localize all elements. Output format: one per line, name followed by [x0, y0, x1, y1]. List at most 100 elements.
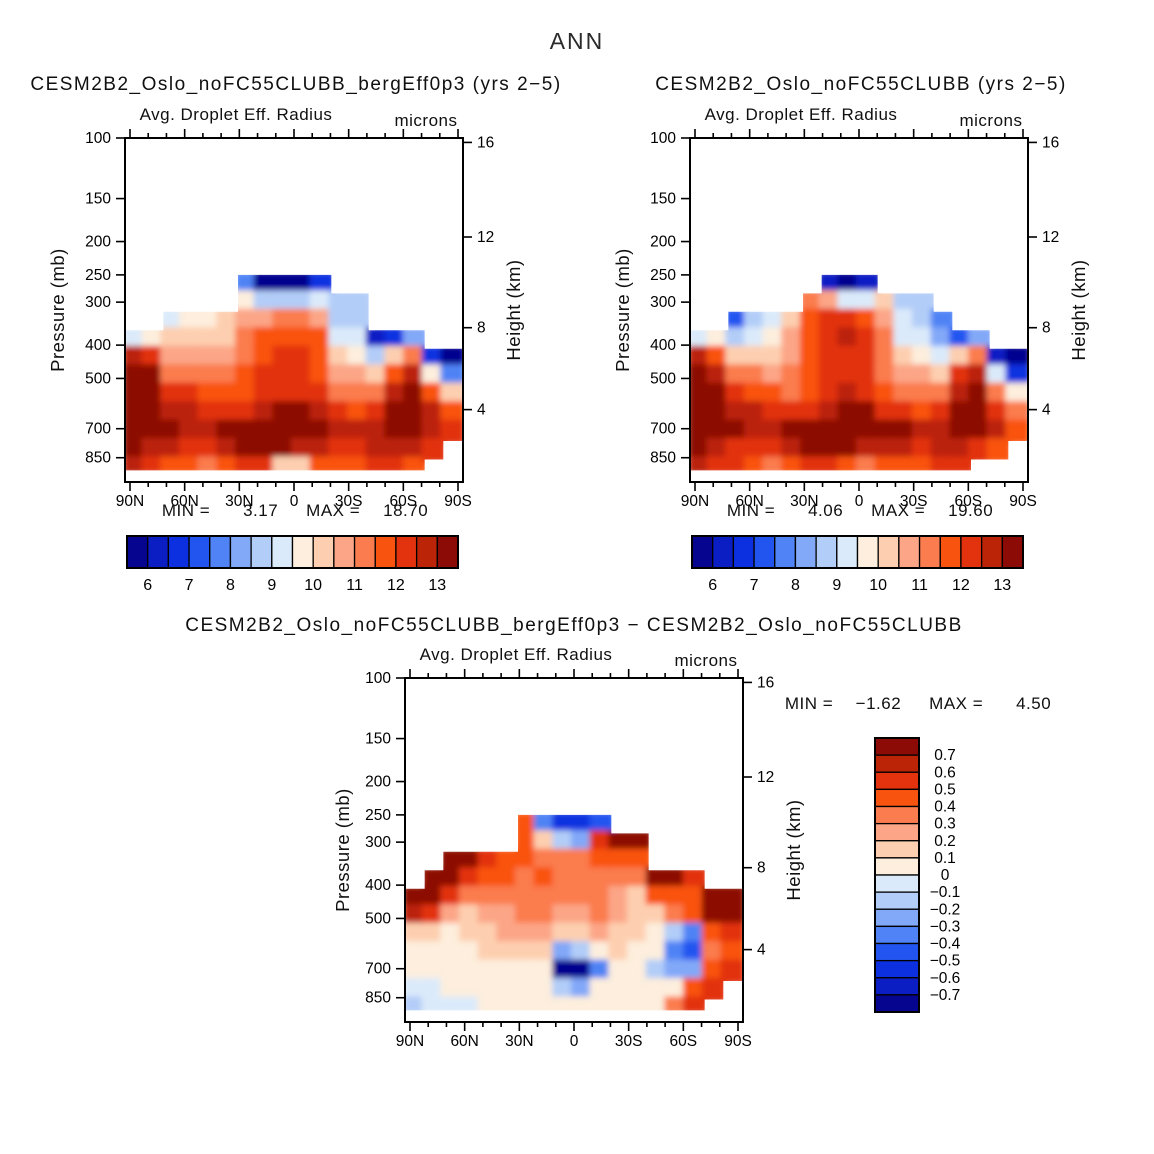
svg-text:30S: 30S: [900, 493, 928, 510]
svg-text:8: 8: [1042, 320, 1051, 337]
svg-text:250: 250: [650, 267, 676, 284]
svg-text:60N: 60N: [450, 1033, 478, 1050]
svg-text:0.2: 0.2: [934, 833, 956, 850]
panel-diff-title: CESM2B2_Oslo_noFC55CLUBB_bergEff0p3 − CE…: [185, 615, 963, 636]
svg-text:11: 11: [911, 577, 928, 594]
contour-field: [406, 814, 742, 1011]
max-value: 4.50: [1016, 694, 1052, 713]
svg-text:90N: 90N: [681, 493, 709, 510]
axis-ticks: [116, 129, 472, 491]
svg-text:100: 100: [365, 670, 391, 687]
min-value: −1.62: [855, 694, 902, 713]
tick-labels: 90N 60N 30N 0 30S 60S 90S 100 150 200 250 300 400 500…: [85, 130, 494, 510]
svg-text:850: 850: [85, 450, 111, 467]
svg-text:500: 500: [85, 370, 111, 387]
svg-text:−0.5: −0.5: [930, 953, 961, 970]
svg-text:−0.4: −0.4: [930, 936, 961, 953]
panel-right-subtitle: Avg. Droplet Eff. Radius: [704, 105, 898, 124]
svg-text:0: 0: [855, 493, 864, 510]
svg-text:0: 0: [570, 1033, 579, 1050]
svg-text:−0.3: −0.3: [930, 918, 961, 935]
svg-text:850: 850: [650, 450, 676, 467]
svg-text:250: 250: [85, 267, 111, 284]
svg-text:150: 150: [365, 731, 391, 748]
panel-right-plot: 90N 60N 30N 0 30S 60S 90S 100 150 200 250 300 400 500…: [650, 129, 1059, 510]
panel-right-stats: MIN = 4.06 MAX = 19.60: [679, 501, 1041, 521]
svg-text:−0.7: −0.7: [930, 987, 961, 1004]
svg-text:300: 300: [650, 294, 676, 311]
svg-text:90S: 90S: [724, 1033, 752, 1050]
page-title: ANN: [549, 28, 605, 54]
svg-text:700: 700: [85, 421, 111, 438]
svg-text:8: 8: [477, 320, 486, 337]
svg-text:8: 8: [226, 577, 235, 594]
svg-text:10: 10: [869, 577, 887, 594]
svg-text:4: 4: [1042, 402, 1051, 419]
contour-field: [691, 274, 1027, 471]
svg-text:500: 500: [365, 910, 391, 927]
svg-text:0.4: 0.4: [934, 799, 956, 816]
svg-text:150: 150: [85, 191, 111, 208]
svg-text:60N: 60N: [170, 493, 198, 510]
svg-text:400: 400: [650, 337, 676, 354]
svg-text:9: 9: [832, 577, 841, 594]
panel-diff-units-label: microns: [674, 651, 738, 670]
svg-text:13: 13: [993, 577, 1011, 594]
panel-left-units-label: microns: [394, 111, 458, 130]
svg-text:30N: 30N: [505, 1033, 533, 1050]
svg-text:16: 16: [477, 134, 494, 151]
tick-labels: 90N 60N 30N 0 30S 60S 90S 100 150 200 250 300 400 500…: [650, 130, 1059, 510]
svg-text:0.3: 0.3: [934, 816, 956, 833]
panel-left-plot: 90N 60N 30N 0 30S 60S 90S 100 150 200 250 300 400 500…: [85, 129, 494, 510]
contour-field: [126, 274, 462, 471]
svg-text:90N: 90N: [396, 1033, 424, 1050]
colorbar-cells: [691, 535, 1024, 569]
svg-text:90S: 90S: [444, 493, 472, 510]
svg-text:250: 250: [365, 807, 391, 824]
min-value: 3.17: [243, 501, 279, 520]
svg-text:11: 11: [346, 577, 363, 594]
min-label: MIN =: [726, 501, 776, 520]
svg-text:400: 400: [365, 877, 391, 894]
svg-text:8: 8: [757, 860, 766, 877]
colorbar-labels: 6 7 8 9 10 11 12 13: [143, 577, 446, 594]
svg-text:6: 6: [143, 577, 152, 594]
colorbar-cells: [874, 737, 920, 1013]
colorbar-labels: 6 7 8 9 10 11 12 13: [708, 577, 1011, 594]
svg-text:60N: 60N: [735, 493, 763, 510]
svg-text:−0.6: −0.6: [930, 970, 961, 987]
max-value: 19.60: [948, 501, 994, 520]
axis-ticks: [396, 669, 752, 1031]
panel-diff-plot: 90N 60N 30N 0 30S 60S 90S 100 150 200 250 300 400 500…: [365, 669, 961, 1050]
svg-text:200: 200: [365, 774, 391, 791]
panel-right-units-label: microns: [959, 111, 1023, 130]
panel-left-colorbar: 6 7 8 9 10 11 12 13: [126, 535, 459, 594]
tick-labels: 90N 60N 30N 0 30S 60S 90S 100 150 200 250 300 400 500…: [365, 670, 774, 1050]
panel-left-stats: MIN = 3.17 MAX = 18.70: [114, 501, 476, 521]
svg-text:150: 150: [650, 191, 676, 208]
svg-text:16: 16: [1042, 134, 1059, 151]
svg-text:850: 850: [365, 990, 391, 1007]
svg-text:90S: 90S: [1009, 493, 1037, 510]
svg-text:6: 6: [708, 577, 717, 594]
panel-diff-subtitle: Avg. Droplet Eff. Radius: [419, 645, 613, 664]
svg-text:30N: 30N: [790, 493, 818, 510]
max-label: MAX =: [929, 694, 984, 713]
svg-text:400: 400: [85, 337, 111, 354]
svg-text:0.5: 0.5: [934, 781, 956, 798]
max-label: MAX =: [871, 501, 926, 520]
svg-text:60S: 60S: [670, 1033, 698, 1050]
svg-text:200: 200: [650, 234, 676, 251]
panel-left-subtitle: Avg. Droplet Eff. Radius: [139, 105, 333, 124]
svg-text:500: 500: [650, 370, 676, 387]
svg-text:12: 12: [952, 577, 970, 594]
min-value: 4.06: [808, 501, 844, 520]
svg-text:100: 100: [85, 130, 111, 147]
min-label: MIN =: [784, 694, 834, 713]
panel-left-title: CESM2B2_Oslo_noFC55CLUBB_bergEff0p3 (yrs…: [30, 74, 562, 95]
svg-text:9: 9: [267, 577, 276, 594]
svg-text:60S: 60S: [390, 493, 418, 510]
svg-text:300: 300: [365, 834, 391, 851]
svg-text:60S: 60S: [955, 493, 983, 510]
